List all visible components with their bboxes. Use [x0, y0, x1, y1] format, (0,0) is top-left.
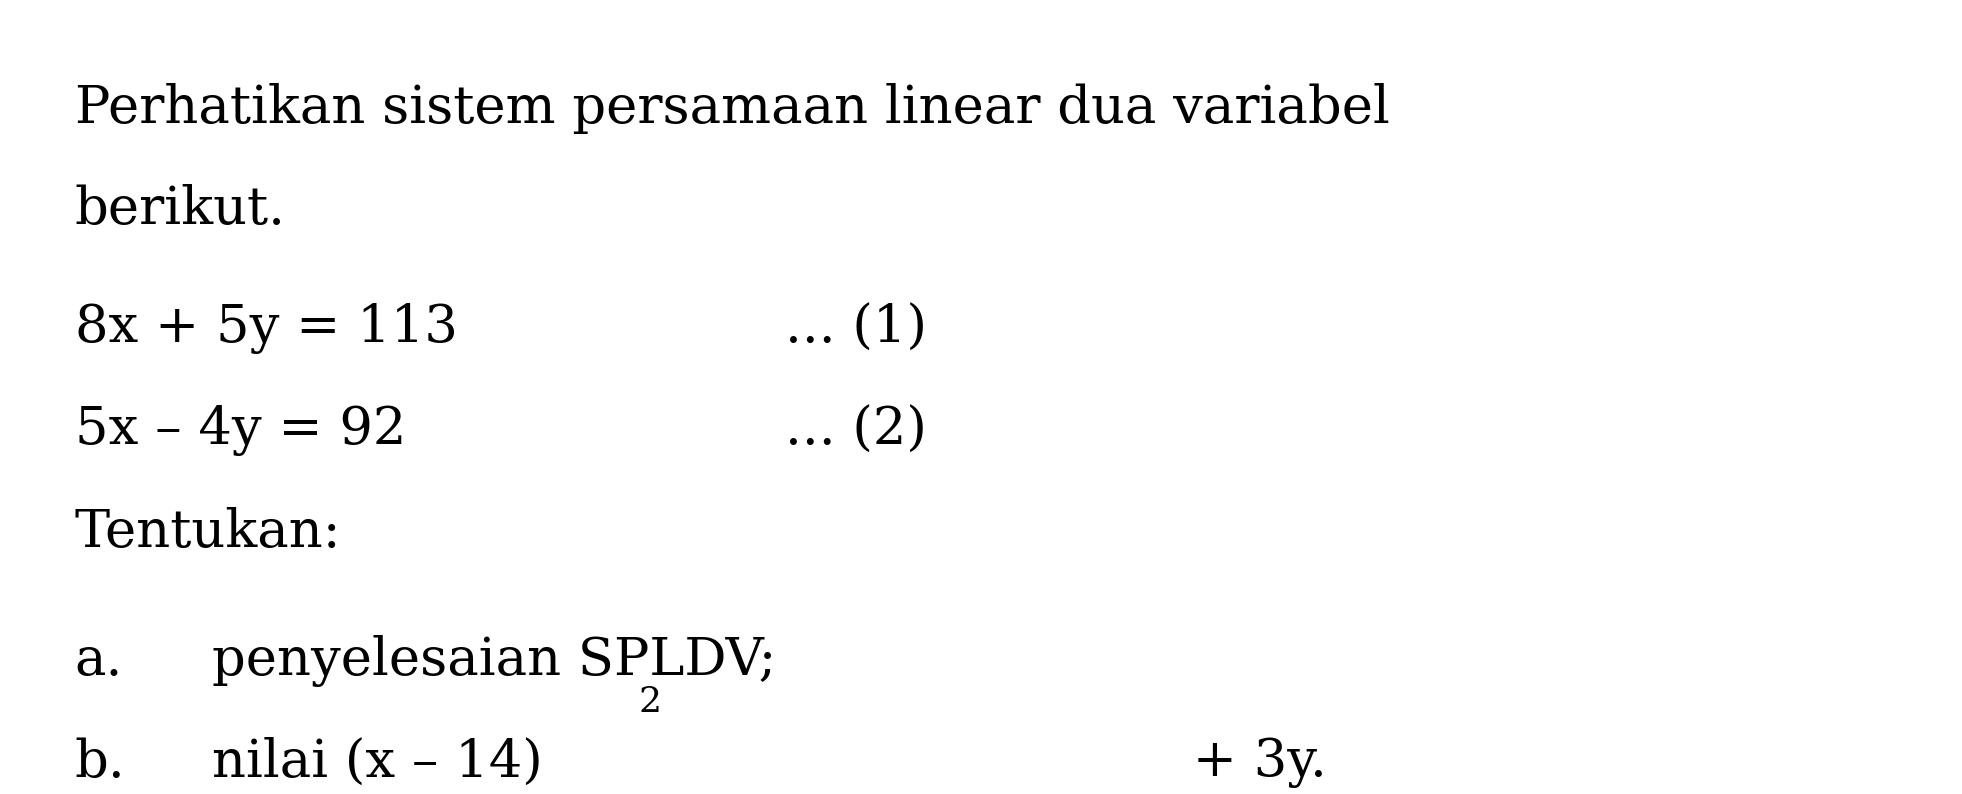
- Text: 2: 2: [640, 685, 661, 719]
- Text: a.: a.: [75, 635, 124, 686]
- Text: ... (1): ... (1): [785, 303, 926, 354]
- Text: 5x – 4y = 92: 5x – 4y = 92: [75, 405, 406, 456]
- Text: penyelesaian SPLDV;: penyelesaian SPLDV;: [212, 635, 777, 687]
- Text: ... (2): ... (2): [785, 405, 926, 456]
- Text: + 3y.: + 3y.: [1175, 737, 1326, 788]
- Text: 8x + 5y = 113: 8x + 5y = 113: [75, 303, 457, 354]
- Text: berikut.: berikut.: [75, 184, 286, 235]
- Text: Tentukan:: Tentukan:: [75, 507, 341, 557]
- Text: nilai (x – 14): nilai (x – 14): [212, 737, 543, 788]
- Text: Perhatikan sistem persamaan linear dua variabel: Perhatikan sistem persamaan linear dua v…: [75, 83, 1389, 134]
- Text: b.: b.: [75, 737, 126, 788]
